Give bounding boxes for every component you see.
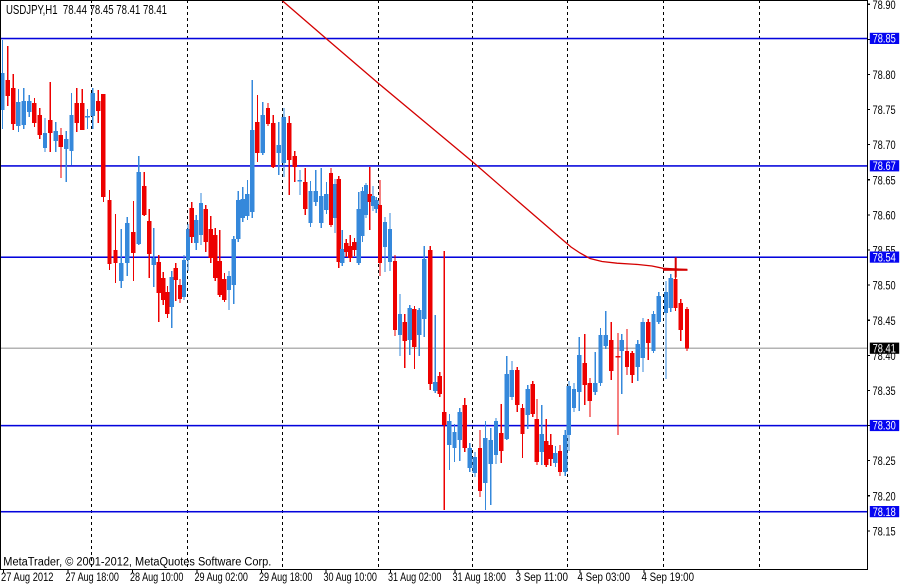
svg-text:31 Aug 02:00: 31 Aug 02:00 xyxy=(388,572,441,584)
svg-text:27 Aug 18:00: 27 Aug 18:00 xyxy=(66,572,119,584)
svg-text:78.45: 78.45 xyxy=(873,314,896,328)
svg-text:4 Sep 19:00: 4 Sep 19:00 xyxy=(642,572,695,584)
svg-text:78.75: 78.75 xyxy=(873,103,896,117)
svg-text:30 Aug 10:00: 30 Aug 10:00 xyxy=(324,572,377,584)
svg-text:78.70: 78.70 xyxy=(873,138,896,152)
svg-text:28 Aug 10:00: 28 Aug 10:00 xyxy=(130,572,183,584)
svg-text:78.15: 78.15 xyxy=(873,524,896,538)
svg-text:78.80: 78.80 xyxy=(873,68,896,82)
svg-text:4 Sep 03:00: 4 Sep 03:00 xyxy=(578,572,631,584)
svg-text:3 Sep 11:00: 3 Sep 11:00 xyxy=(516,572,569,584)
svg-text:31 Aug 18:00: 31 Aug 18:00 xyxy=(453,572,506,584)
svg-text:78.41: 78.41 xyxy=(873,341,896,355)
svg-text:MetaTrader, © 2001-2012, MetaQ: MetaTrader, © 2001-2012, MetaQuotes Soft… xyxy=(3,556,271,568)
svg-text:78.85: 78.85 xyxy=(873,32,896,46)
svg-text:78.65: 78.65 xyxy=(873,173,896,187)
svg-text:78.90: 78.90 xyxy=(873,0,896,12)
svg-text:27 Aug 2012: 27 Aug 2012 xyxy=(1,572,54,584)
svg-text:78.60: 78.60 xyxy=(873,208,896,222)
svg-text:USDJPY,H1 78.44 78.45 78.41 7: USDJPY,H1 78.44 78.45 78.41 78.41 xyxy=(6,2,167,17)
svg-text:78.35: 78.35 xyxy=(873,384,896,398)
svg-text:78.54: 78.54 xyxy=(873,250,896,264)
svg-text:78.25: 78.25 xyxy=(873,454,896,468)
svg-text:78.18: 78.18 xyxy=(873,505,896,519)
svg-text:29 Aug 02:00: 29 Aug 02:00 xyxy=(195,572,248,584)
svg-text:78.67: 78.67 xyxy=(873,159,896,173)
svg-text:78.30: 78.30 xyxy=(873,419,896,433)
svg-text:78.20: 78.20 xyxy=(873,489,896,503)
svg-text:29 Aug 18:00: 29 Aug 18:00 xyxy=(259,572,312,584)
svg-text:78.50: 78.50 xyxy=(873,279,896,293)
